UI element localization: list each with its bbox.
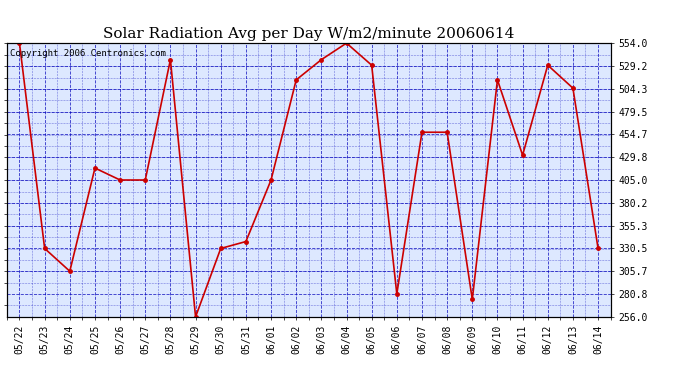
- Text: Copyright 2006 Centronics.com: Copyright 2006 Centronics.com: [10, 49, 166, 58]
- Title: Solar Radiation Avg per Day W/m2/minute 20060614: Solar Radiation Avg per Day W/m2/minute …: [103, 27, 515, 40]
